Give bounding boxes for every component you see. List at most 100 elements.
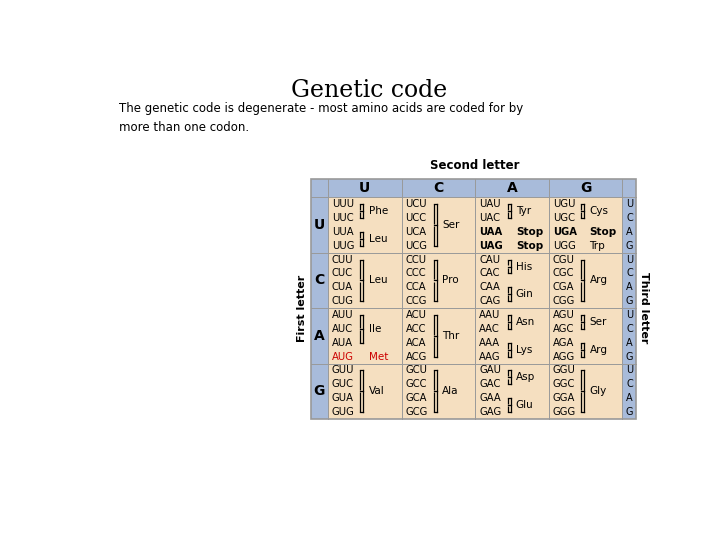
Text: Arg: Arg <box>590 275 608 286</box>
Text: His: His <box>516 261 532 272</box>
Text: Ile: Ile <box>369 324 381 334</box>
Text: GUA: GUA <box>332 393 354 403</box>
Text: ACA: ACA <box>405 338 426 348</box>
Bar <box>622 294 636 308</box>
Text: AAG: AAG <box>479 352 500 362</box>
Text: Stop: Stop <box>516 227 543 237</box>
Text: UCU: UCU <box>405 199 427 209</box>
Text: UCG: UCG <box>405 241 428 251</box>
Text: AGA: AGA <box>553 338 574 348</box>
Text: UCC: UCC <box>405 213 426 223</box>
Text: C: C <box>626 324 633 334</box>
Text: UGU: UGU <box>553 199 575 209</box>
Text: UUG: UUG <box>332 241 354 251</box>
Bar <box>622 239 636 253</box>
Text: Ala: Ala <box>442 386 459 396</box>
Text: AUU: AUU <box>332 310 354 320</box>
Text: G: G <box>626 407 633 417</box>
Bar <box>622 405 636 419</box>
Text: G: G <box>580 181 591 195</box>
Text: CCC: CCC <box>405 268 426 279</box>
Text: GAC: GAC <box>479 379 500 389</box>
Text: UAA: UAA <box>479 227 503 237</box>
Text: UUU: UUU <box>332 199 354 209</box>
Text: CUG: CUG <box>332 296 354 306</box>
Text: G: G <box>626 352 633 362</box>
Text: U: U <box>626 199 633 209</box>
Text: GGC: GGC <box>553 379 575 389</box>
Bar <box>549 253 622 308</box>
Text: AAC: AAC <box>479 324 500 334</box>
Text: CCA: CCA <box>405 282 426 292</box>
Text: Gin: Gin <box>516 289 534 299</box>
Text: CGG: CGG <box>553 296 575 306</box>
Bar <box>328 363 402 419</box>
Text: Glu: Glu <box>516 400 534 410</box>
Bar <box>328 253 402 308</box>
Text: Genetic code: Genetic code <box>291 79 447 102</box>
Text: CUA: CUA <box>332 282 353 292</box>
Text: UGC: UGC <box>553 213 575 223</box>
Text: GUC: GUC <box>332 379 354 389</box>
Text: UAC: UAC <box>479 213 500 223</box>
Bar <box>402 197 475 253</box>
Text: U: U <box>314 218 325 232</box>
Text: AAA: AAA <box>479 338 500 348</box>
Text: UAU: UAU <box>479 199 500 209</box>
Bar <box>475 363 549 419</box>
Text: Ser: Ser <box>442 220 459 230</box>
Text: C: C <box>626 213 633 223</box>
Text: GGA: GGA <box>553 393 575 403</box>
Text: Pro: Pro <box>442 275 459 286</box>
Text: CAA: CAA <box>479 282 500 292</box>
Bar <box>622 308 636 322</box>
Text: G: G <box>314 384 325 399</box>
Text: Lys: Lys <box>516 345 532 355</box>
Text: AGG: AGG <box>553 352 575 362</box>
Text: The genetic code is degenerate - most amino acids are coded for by
more than one: The genetic code is degenerate - most am… <box>120 102 523 134</box>
Text: UGG: UGG <box>553 241 575 251</box>
Text: C: C <box>433 181 444 195</box>
Bar <box>622 392 636 405</box>
Text: GAG: GAG <box>479 407 501 417</box>
Text: GUG: GUG <box>332 407 355 417</box>
Text: GCU: GCU <box>405 366 428 375</box>
Text: Stop: Stop <box>590 227 617 237</box>
Text: GCC: GCC <box>405 379 427 389</box>
Text: A: A <box>626 338 633 348</box>
Bar <box>622 377 636 392</box>
Bar <box>402 363 475 419</box>
Bar <box>622 197 636 211</box>
Text: CGA: CGA <box>553 282 574 292</box>
Text: Second letter: Second letter <box>431 159 520 172</box>
Text: Asn: Asn <box>516 317 535 327</box>
Text: C: C <box>626 268 633 279</box>
Text: Thr: Thr <box>442 331 459 341</box>
Text: GUU: GUU <box>332 366 354 375</box>
Text: Stop: Stop <box>516 241 543 251</box>
Text: Leu: Leu <box>369 234 387 244</box>
Text: Leu: Leu <box>369 275 387 286</box>
Text: Asp: Asp <box>516 373 535 382</box>
Text: GCA: GCA <box>405 393 427 403</box>
Bar <box>549 197 622 253</box>
Text: GGU: GGU <box>553 366 575 375</box>
Text: GAU: GAU <box>479 366 501 375</box>
Text: A: A <box>314 329 325 343</box>
Bar <box>549 308 622 363</box>
Bar <box>328 197 402 253</box>
Text: Trp: Trp <box>590 241 606 251</box>
Text: CGU: CGU <box>553 255 575 265</box>
Bar <box>622 363 636 377</box>
Text: CAG: CAG <box>479 296 500 306</box>
Bar <box>622 322 636 336</box>
Text: First letter: First letter <box>297 274 307 342</box>
Text: GGG: GGG <box>553 407 576 417</box>
Text: CCU: CCU <box>405 255 426 265</box>
Bar <box>622 253 636 267</box>
Text: Third letter: Third letter <box>639 273 649 344</box>
Text: AGU: AGU <box>553 310 575 320</box>
Text: UGA: UGA <box>553 227 577 237</box>
Text: Met: Met <box>369 352 388 362</box>
Text: Tyr: Tyr <box>516 206 531 216</box>
